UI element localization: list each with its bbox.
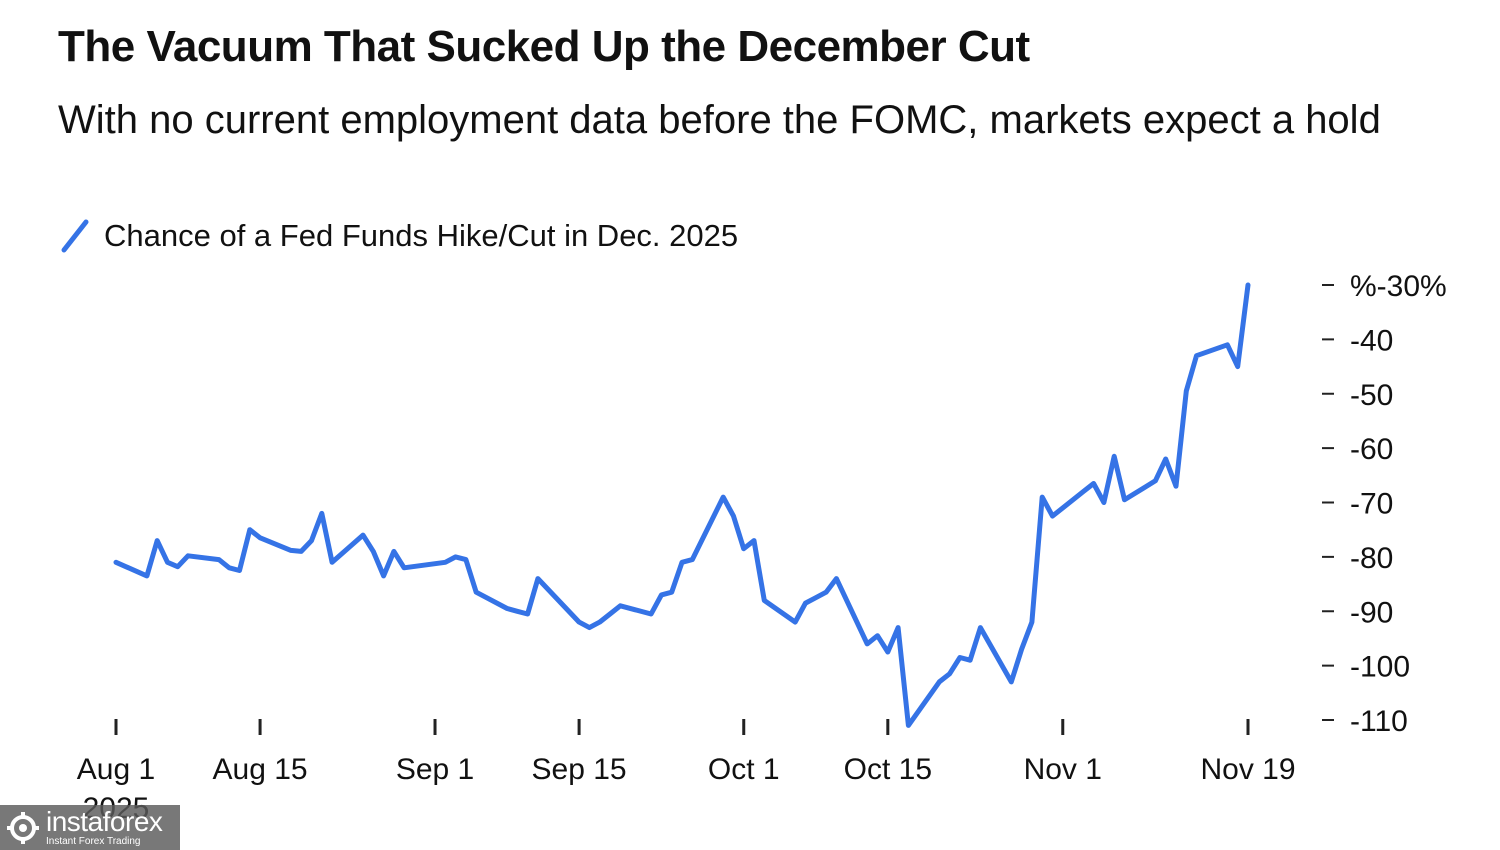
y-tick-label: -100 bbox=[1350, 651, 1410, 684]
y-tick-label: -110 bbox=[1350, 705, 1408, 738]
y-tick-label: -70 bbox=[1350, 488, 1393, 521]
chart-title: The Vacuum That Sucked Up the December C… bbox=[58, 22, 1030, 71]
y-tick-label: -80 bbox=[1350, 542, 1393, 575]
y-tick-label: -90 bbox=[1350, 596, 1393, 629]
instaforex-logo-icon bbox=[7, 811, 39, 844]
instaforex-watermark: instaforex Instant Forex Trading bbox=[0, 805, 180, 850]
watermark-tagline: Instant Forex Trading bbox=[46, 836, 141, 847]
legend-label: Chance of a Fed Funds Hike/Cut in Dec. 2… bbox=[104, 218, 739, 253]
series-group bbox=[113, 282, 1251, 728]
x-tick-label: Nov 19 bbox=[1200, 753, 1295, 786]
y-tick-label: -50 bbox=[1350, 379, 1393, 412]
x-tick-label: Nov 1 bbox=[1024, 753, 1102, 786]
legend: Chance of a Fed Funds Hike/Cut in Dec. 2… bbox=[60, 218, 738, 254]
chart-subtitle: With no current employment data before t… bbox=[58, 98, 1381, 142]
series-line bbox=[113, 282, 1251, 728]
legend-line-icon bbox=[61, 219, 89, 253]
y-tick-label: %-30% bbox=[1350, 270, 1447, 303]
y-tick-label: -60 bbox=[1350, 433, 1393, 466]
x-tick-label: Sep 15 bbox=[532, 753, 627, 786]
watermark-text: instaforex Instant Forex Trading bbox=[46, 806, 163, 847]
x-tick-label: Sep 1 bbox=[396, 753, 474, 786]
x-tick-label: Oct 1 bbox=[708, 753, 780, 786]
watermark-brand: instaforex bbox=[46, 806, 163, 837]
x-tick-label: Aug 1 bbox=[77, 753, 155, 786]
x-tick-label: Aug 15 bbox=[213, 753, 308, 786]
y-tick-label: -40 bbox=[1350, 324, 1393, 357]
y-axis: %-30% -40 -50 -60 -70 -80 -90 -100 -110 bbox=[1322, 270, 1447, 738]
x-tick-label: Oct 15 bbox=[844, 753, 932, 786]
